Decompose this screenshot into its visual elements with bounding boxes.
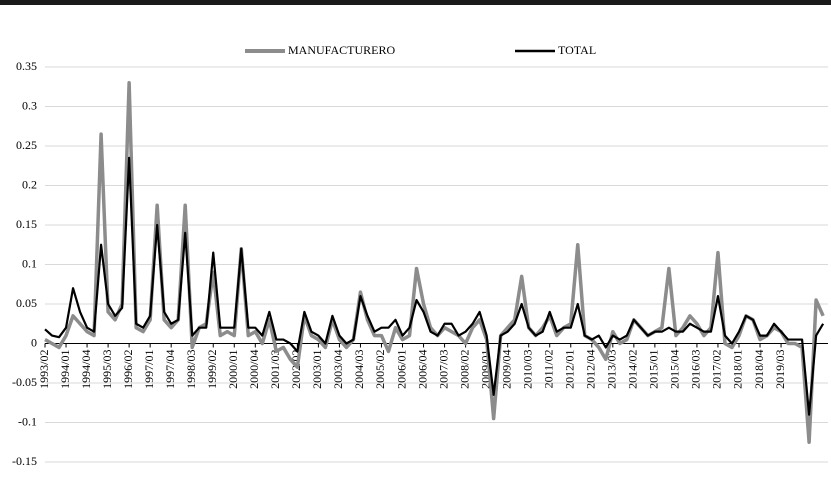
y-tick-label: -0.15 xyxy=(12,454,37,468)
y-tick-label: -0.1 xyxy=(18,414,37,428)
x-tick-label: 2019/03 xyxy=(773,350,787,389)
x-tick-label: 2003/04 xyxy=(331,350,345,389)
x-tick-label: 2014/02 xyxy=(626,350,640,389)
legend-label: TOTAL xyxy=(558,43,596,57)
y-tick-label: -0.05 xyxy=(12,375,37,389)
y-tick-label: 0 xyxy=(31,335,37,349)
series-line xyxy=(44,156,825,416)
x-tick-label: 2015/01 xyxy=(647,350,661,389)
top-bar xyxy=(0,0,831,5)
x-tick-label: 2008/02 xyxy=(457,350,471,389)
x-tick-label: 1999/02 xyxy=(205,350,219,389)
x-tick-label: 1998/03 xyxy=(184,350,198,389)
x-tick-label: 2010/03 xyxy=(520,350,534,389)
y-tick-label: 0.25 xyxy=(16,138,37,152)
x-tick-label: 2018/01 xyxy=(731,350,745,389)
y-tick-label: 0.15 xyxy=(16,217,37,231)
legend-label: MANUFACTURERO xyxy=(288,43,395,57)
x-tick-label: 2015/04 xyxy=(668,350,682,389)
x-tick-label: 1993/02 xyxy=(37,350,51,389)
x-tick-label: 1995/03 xyxy=(100,350,114,389)
y-tick-label: 0.3 xyxy=(22,98,37,112)
x-tick-label: 2012/01 xyxy=(563,350,577,389)
x-tick-label: 2004/03 xyxy=(352,350,366,389)
x-tick-label: 1994/01 xyxy=(58,350,72,389)
x-tick-label: 2013/03 xyxy=(605,350,619,389)
x-tick-label: 2000/04 xyxy=(247,350,261,389)
x-tick-label: 2012/04 xyxy=(584,350,598,389)
x-tick-label: 2017/02 xyxy=(710,350,724,389)
x-tick-label: 2007/03 xyxy=(436,350,450,389)
y-tick-label: 0.05 xyxy=(16,296,37,310)
x-tick-label: 1997/01 xyxy=(142,350,156,389)
y-tick-label: 0.35 xyxy=(16,59,37,73)
y-tick-label: 0.1 xyxy=(22,256,37,270)
x-tick-label: 2011/02 xyxy=(541,350,555,389)
x-tick-label: 2009/04 xyxy=(499,350,513,389)
x-tick-label: 2003/01 xyxy=(310,350,324,389)
x-tick-label: 2001/03 xyxy=(268,350,282,389)
x-tick-label: 2006/01 xyxy=(394,350,408,389)
x-tick-label: 2000/01 xyxy=(226,350,240,389)
x-tick-label: 2016/03 xyxy=(689,350,703,389)
series-line xyxy=(44,81,825,444)
x-tick-label: 2002/02 xyxy=(289,350,303,389)
x-tick-label: 2005/02 xyxy=(373,350,387,389)
x-tick-label: 1997/04 xyxy=(163,350,177,389)
x-tick-label: 2006/04 xyxy=(415,350,429,389)
x-tick-label: 2018/04 xyxy=(752,350,766,389)
x-tick-label: 1994/04 xyxy=(79,350,93,389)
y-tick-label: 0.2 xyxy=(22,177,37,191)
x-tick-label: 1996/02 xyxy=(121,350,135,389)
